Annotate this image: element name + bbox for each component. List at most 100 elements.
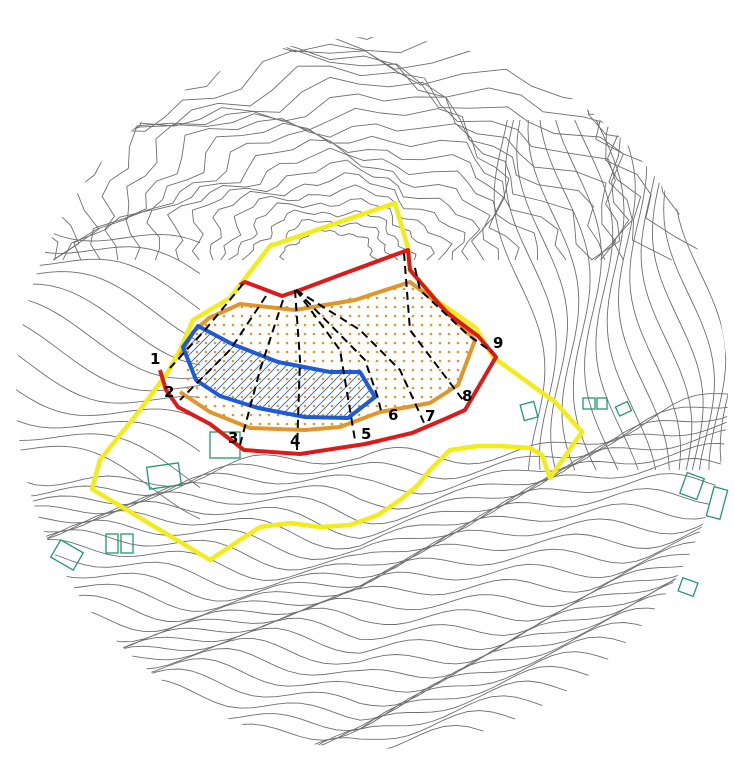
fill-dot xyxy=(276,287,280,291)
contour-line xyxy=(73,107,593,261)
fill-dot xyxy=(411,386,415,390)
fill-dot xyxy=(402,314,406,318)
fill-dot xyxy=(294,341,298,345)
fill-dot xyxy=(231,413,235,417)
fill-dot xyxy=(204,296,208,300)
fill-dot xyxy=(339,413,343,417)
fill-dot xyxy=(222,332,226,336)
fill-dot xyxy=(366,395,370,399)
fill-dot xyxy=(331,432,334,435)
fill-dot xyxy=(420,395,424,399)
fill-dot xyxy=(249,359,253,363)
fill-dot xyxy=(186,404,190,408)
contour-line xyxy=(52,76,617,261)
fill-dot xyxy=(330,332,334,336)
fill-dot xyxy=(321,377,325,381)
fill-dot xyxy=(456,359,460,363)
fill-dot xyxy=(339,314,343,318)
fill-dot xyxy=(474,413,475,417)
fill-dot xyxy=(357,350,361,354)
fill-dot xyxy=(321,422,325,426)
fill-dot xyxy=(267,332,271,336)
contour-line xyxy=(125,129,520,261)
fill-dot xyxy=(447,377,451,381)
fill-dot xyxy=(348,332,352,336)
fill-dot xyxy=(249,296,253,300)
fill-dot xyxy=(312,377,316,381)
fill-dot xyxy=(447,323,451,327)
fill-dot xyxy=(240,386,244,390)
hatch-line xyxy=(0,310,108,430)
fill-dot xyxy=(348,350,352,354)
fill-dot xyxy=(393,350,397,354)
hatch-line xyxy=(0,310,54,430)
fill-dot xyxy=(276,386,280,390)
fill-dot xyxy=(420,359,424,363)
fill-dot xyxy=(366,305,370,309)
fill-dot xyxy=(321,395,325,399)
fill-dot xyxy=(429,332,433,336)
fill-dot xyxy=(474,377,475,381)
contour-line xyxy=(16,550,728,663)
fill-dot xyxy=(340,279,343,282)
fill-dot xyxy=(232,279,235,282)
fill-dot xyxy=(340,432,343,435)
fill-dot xyxy=(384,350,388,354)
fill-dot xyxy=(348,395,352,399)
fill-dot xyxy=(294,377,298,381)
contour-line xyxy=(62,93,606,261)
hatch-line xyxy=(384,310,504,430)
fill-dot xyxy=(231,404,235,408)
fill-dot xyxy=(375,368,379,372)
fill-dot xyxy=(330,341,334,345)
fill-dot xyxy=(240,305,244,309)
fill-dot xyxy=(348,314,352,318)
fill-dot xyxy=(213,404,217,408)
fill-dot xyxy=(402,368,406,372)
fill-dot xyxy=(312,422,316,426)
fill-dot xyxy=(348,359,352,363)
fill-dot xyxy=(367,279,370,282)
fill-dot xyxy=(438,350,442,354)
contour-line xyxy=(640,119,693,471)
fill-dot xyxy=(204,305,208,309)
fill-dot xyxy=(249,323,253,327)
fill-dot xyxy=(420,386,424,390)
label-7: 7 xyxy=(425,407,435,425)
fill-dot xyxy=(222,368,226,372)
fill-dot xyxy=(376,432,379,435)
fill-dot xyxy=(330,359,334,363)
fill-dot xyxy=(438,296,442,300)
hatch-line xyxy=(0,310,81,430)
hatch-line xyxy=(0,310,36,430)
fill-dot xyxy=(321,287,325,291)
fill-dot xyxy=(295,279,298,282)
fill-dot xyxy=(384,296,388,300)
fill-dot xyxy=(180,368,181,372)
fill-dot xyxy=(411,296,415,300)
fill-dot xyxy=(250,279,253,282)
fill-dot xyxy=(180,287,181,291)
contour-line xyxy=(16,258,201,310)
contour-line xyxy=(16,283,201,366)
fill-dot xyxy=(439,432,442,435)
fill-dot xyxy=(186,305,190,309)
fill-dot xyxy=(205,279,208,282)
contour-line xyxy=(16,578,728,682)
fill-dot xyxy=(420,422,424,426)
fill-dot xyxy=(411,377,415,381)
fill-dot xyxy=(474,368,475,372)
fill-dot xyxy=(375,332,379,336)
fill-dot xyxy=(249,395,253,399)
fill-dot xyxy=(186,314,190,318)
fill-dot xyxy=(231,314,235,318)
fill-dot xyxy=(411,341,415,345)
fill-dot xyxy=(402,386,406,390)
fill-dot xyxy=(393,386,397,390)
fill-dot xyxy=(375,305,379,309)
fill-dot xyxy=(303,377,307,381)
fill-dot xyxy=(339,395,343,399)
fill-dot xyxy=(204,287,208,291)
fill-dot xyxy=(231,359,235,363)
fill-dot xyxy=(285,287,289,291)
